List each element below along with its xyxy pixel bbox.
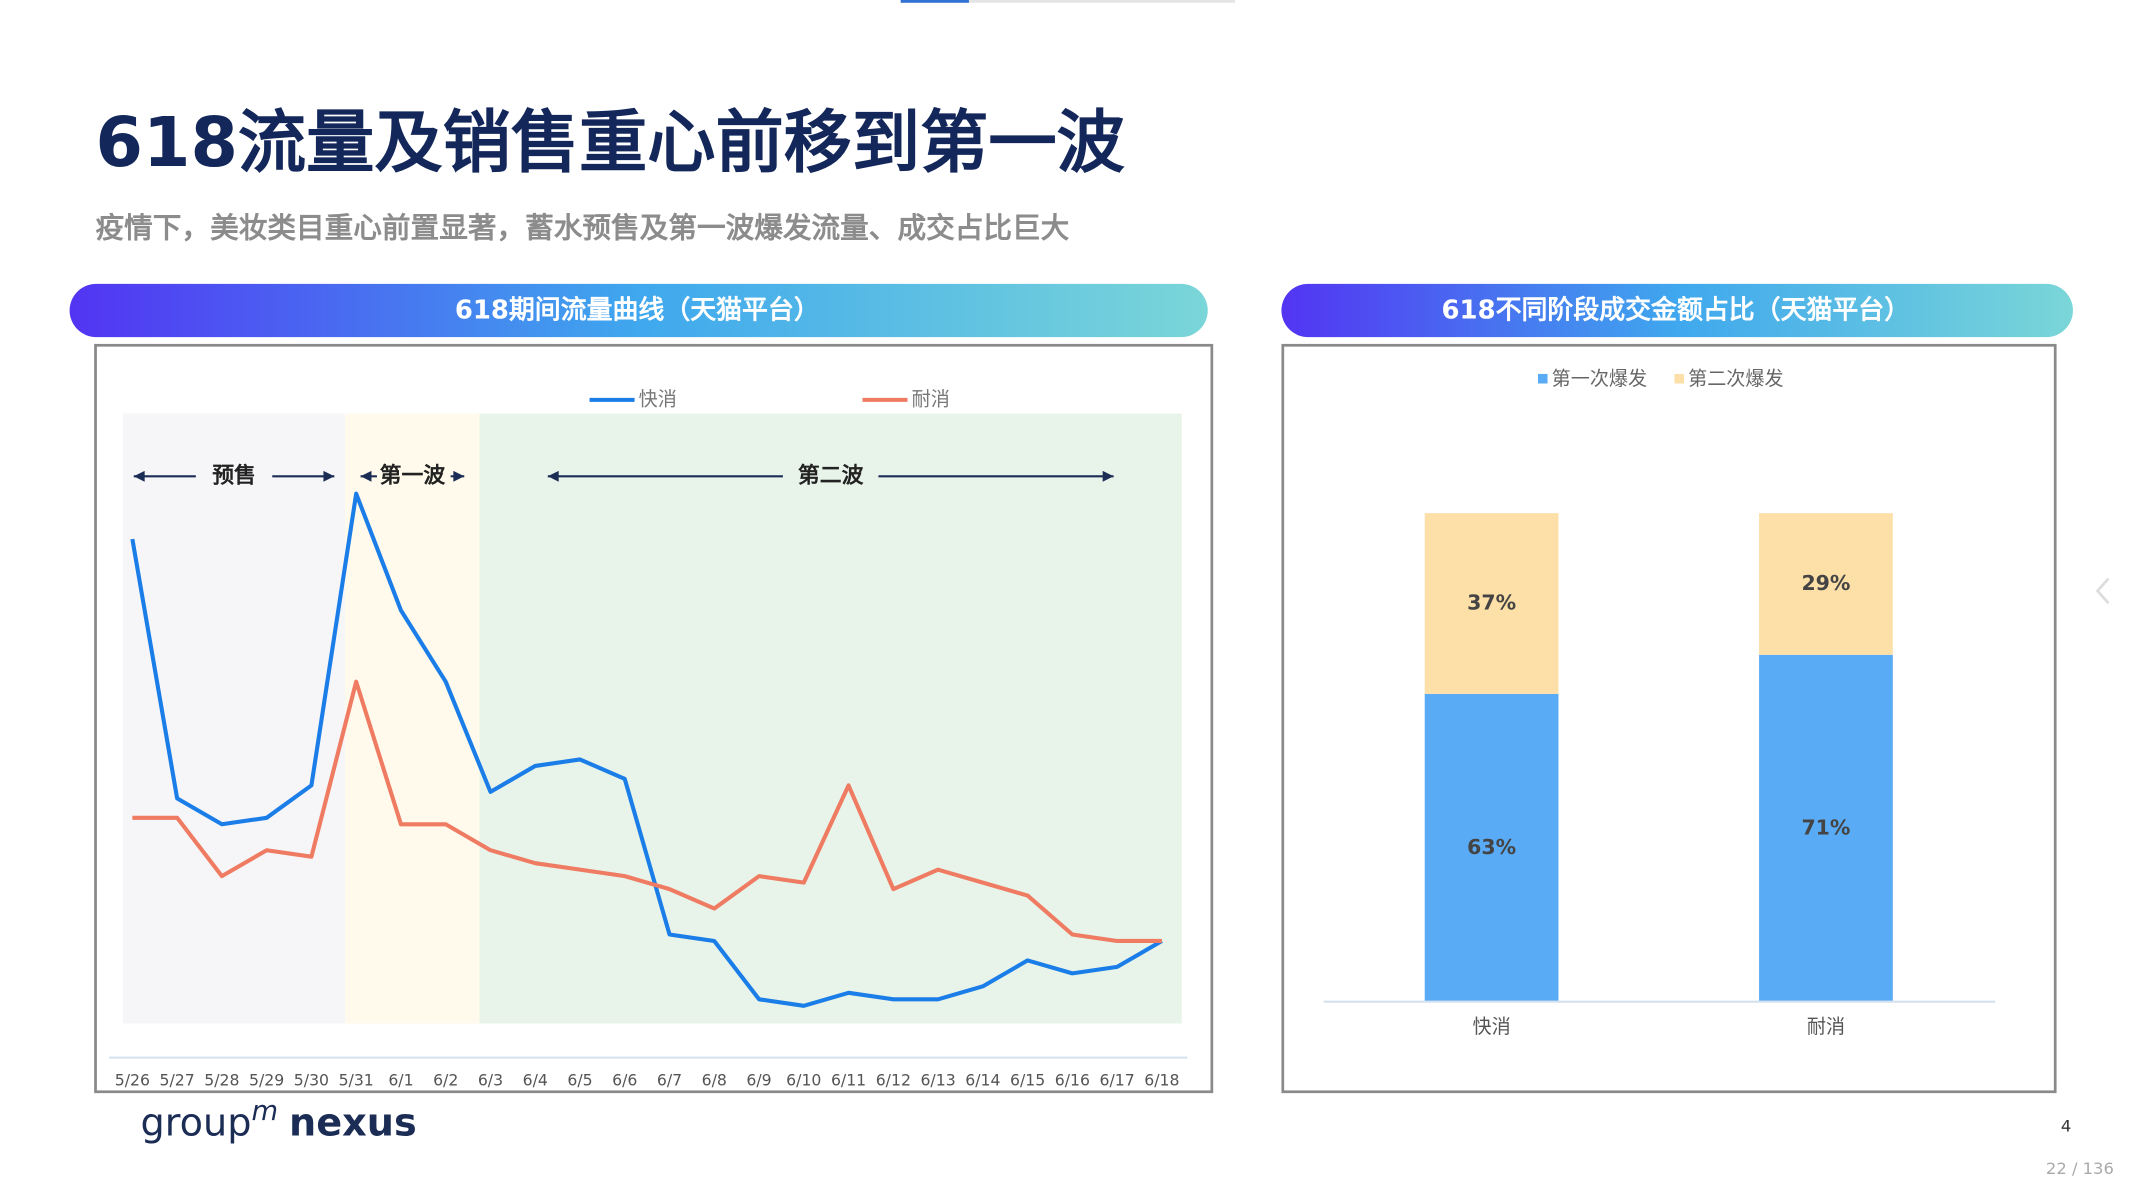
legend-label: 耐消 <box>912 387 950 410</box>
x-tick-label: 6/8 <box>702 1070 727 1089</box>
phase-arrowhead <box>133 470 145 482</box>
chart-title: 618期间流量曲线（天猫平台） <box>455 295 820 326</box>
logo-m: m <box>252 1096 279 1127</box>
legend-label: 第一次爆发 <box>1552 367 1647 390</box>
x-tick-label: 5/29 <box>249 1070 284 1089</box>
line-series <box>132 679 1162 944</box>
chart-header <box>1281 283 2073 338</box>
x-tick-label: 6/17 <box>1100 1070 1135 1089</box>
x-tick-label: 5/26 <box>115 1070 150 1089</box>
x-tick-label: 6/2 <box>433 1070 458 1089</box>
chart-title: 618不同阶段成交金额占比（天猫平台） <box>1442 295 1911 326</box>
chart-frame <box>1281 343 2057 1094</box>
x-tick-label: 5/30 <box>294 1070 329 1089</box>
x-tick-label: 6/13 <box>920 1070 955 1089</box>
phase-arrowhead <box>360 470 372 482</box>
phase-arrowhead <box>323 470 335 482</box>
bar-segment <box>1759 513 1893 655</box>
value-label: 29% <box>1801 571 1850 595</box>
x-tick-label: 6/4 <box>523 1070 548 1089</box>
value-label: 37% <box>1467 591 1516 615</box>
x-tick-label: 6/14 <box>965 1070 1000 1089</box>
nav-chevron <box>2095 577 2110 605</box>
top-tab-track <box>900 0 1236 3</box>
page-counter: 22 / 136 <box>2046 1159 2114 1178</box>
phase-band <box>479 413 1182 1024</box>
title: 618流量及销售重心前移到第一波 <box>96 104 1126 183</box>
legend-label: 快消 <box>639 387 677 410</box>
logo: groupm nexus <box>141 1096 417 1145</box>
x-tick-label: 6/12 <box>876 1070 911 1089</box>
subtitle: 疫情下，美妆类目重心前置显著，蓄水预售及第一波爆发流量、成交占比巨大 <box>96 210 1070 244</box>
line-series <box>130 491 1163 1008</box>
bar-segment <box>1424 513 1559 694</box>
top-tab-active <box>900 0 969 3</box>
logo-group: group <box>141 1101 252 1145</box>
x-tick-label: 6/16 <box>1055 1070 1090 1089</box>
chart-header <box>69 283 1208 338</box>
x-tick-label: 耐消 <box>1807 1015 1845 1038</box>
x-tick-label: 6/11 <box>831 1070 866 1089</box>
value-label: 63% <box>1467 835 1516 859</box>
x-tick-label: 6/7 <box>657 1070 682 1089</box>
phase-label: 第二波 <box>798 462 864 488</box>
x-tick-label: 6/10 <box>786 1070 821 1089</box>
value-label: 71% <box>1801 815 1850 839</box>
phase-arrowhead <box>547 470 559 482</box>
x-tick-label: 5/27 <box>160 1070 195 1089</box>
phase-label: 预售 <box>212 462 256 488</box>
x-tick-label: 6/15 <box>1010 1070 1045 1089</box>
x-tick-label: 6/9 <box>746 1070 771 1089</box>
phase-arrowhead <box>453 470 465 482</box>
x-tick-label: 6/3 <box>478 1070 503 1089</box>
phase-label: 第一波 <box>380 462 446 488</box>
legend-swatch <box>1537 373 1548 384</box>
legend-label: 第二次爆发 <box>1688 367 1783 390</box>
phase-band <box>122 413 346 1024</box>
page-number: 4 <box>2061 1117 2071 1136</box>
phase-arrowhead <box>1102 470 1114 482</box>
x-tick-label: 6/6 <box>612 1070 637 1089</box>
x-tick-label: 5/31 <box>339 1070 374 1089</box>
bar-segment <box>1759 654 1893 1002</box>
x-tick-label: 快消 <box>1473 1015 1511 1038</box>
bar-segment <box>1424 693 1559 1002</box>
x-tick-label: 6/5 <box>567 1070 592 1089</box>
legend-swatch <box>1674 373 1685 384</box>
charts: 预售 第一波 第二波 5/26 5/27 5/28 5/29 5/30 5/31 6/1 6/2 6/… <box>109 367 1996 1089</box>
logo-nexus: nexus <box>289 1101 417 1145</box>
x-tick-label: 6/1 <box>388 1070 413 1089</box>
x-tick-label: 5/28 <box>204 1070 239 1089</box>
x-tick-label: 6/18 <box>1144 1070 1179 1089</box>
